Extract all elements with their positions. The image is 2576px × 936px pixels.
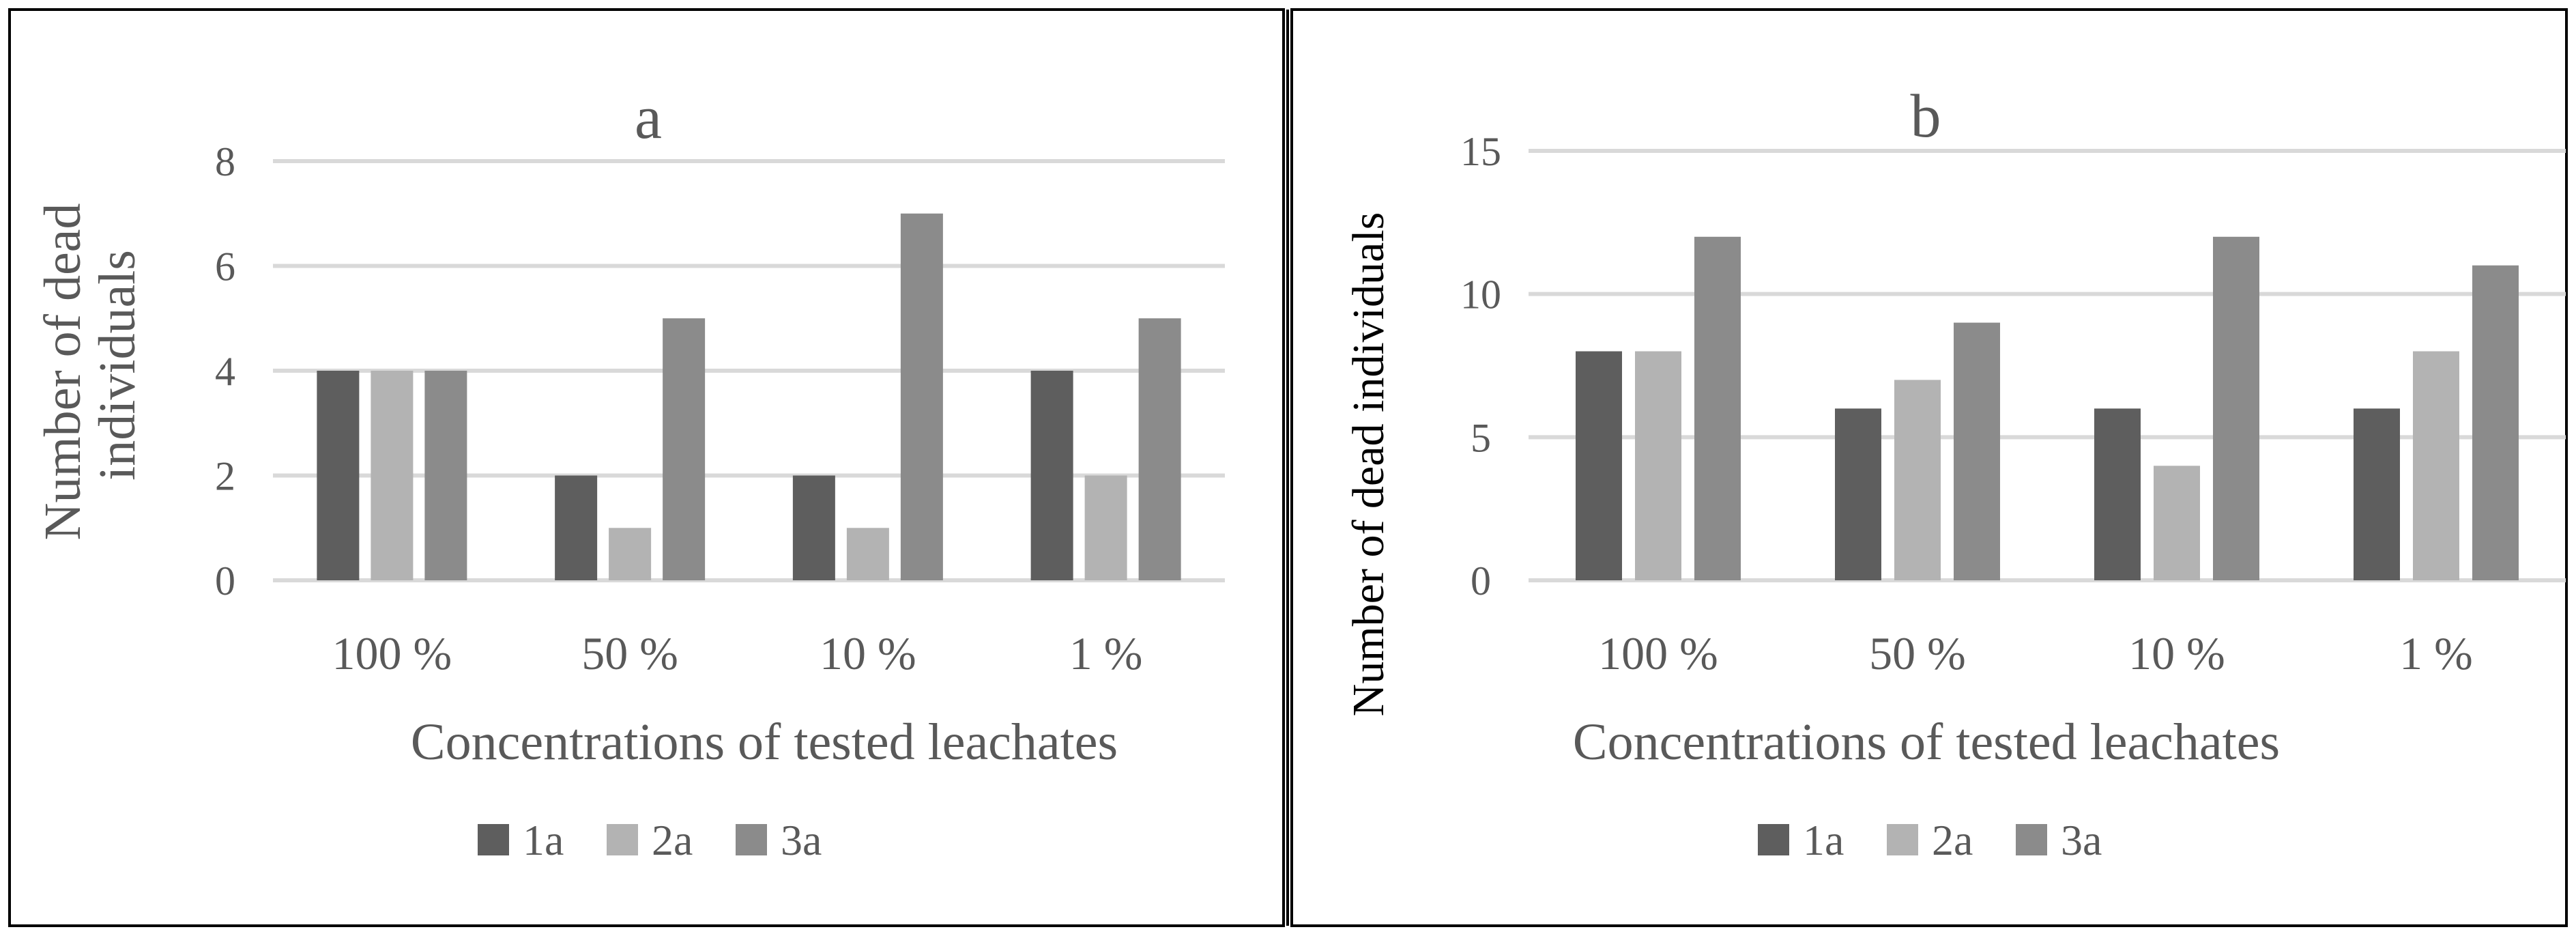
legend-label: 3a <box>781 816 822 864</box>
panel-a-legend: 1a 2a 3a <box>478 816 822 864</box>
legend-swatch <box>607 824 638 855</box>
bar-2a <box>1894 380 1941 580</box>
panel-a-y-axis-title-line2: individuals <box>89 250 146 481</box>
legend-item-2a: 2a <box>1887 816 1973 864</box>
legend-label: 2a <box>652 816 693 864</box>
y-tick-label: 4 <box>215 349 235 394</box>
legend-item-1a: 1a <box>1758 816 1844 864</box>
panel-b-legend: 1a 2a 3a <box>1758 816 2102 864</box>
y-tick-label: 0 <box>215 558 235 604</box>
legend-item-3a: 3a <box>2016 816 2102 864</box>
y-tick-label: 10 <box>1460 272 1501 317</box>
y-tick-label: 0 <box>1471 558 1491 604</box>
bar-1a <box>1576 351 1622 580</box>
bar-3a <box>900 213 943 580</box>
legend-swatch <box>1887 824 1918 855</box>
legend-label: 1a <box>1803 816 1844 864</box>
x-tick-label: 10 % <box>2128 627 2225 679</box>
panel-b-x-ticks: 100 % 50 % 10 % 1 % <box>1598 627 2473 679</box>
x-tick-label: 10 % <box>820 627 916 679</box>
x-tick-label: 50 % <box>1869 627 1966 679</box>
panel-a-y-axis-title: Number of dead individuals <box>34 190 146 541</box>
y-tick-label: 5 <box>1471 415 1491 460</box>
x-tick-label: 1 % <box>2399 627 2473 679</box>
panel-a-chart: 0 2 4 6 8 100 % 50 % 10 % 1 % a Concentrations … <box>34 84 1225 864</box>
panel-a-y-ticks: 0 2 4 6 8 <box>215 139 235 604</box>
x-tick-label: 100 % <box>1598 627 1718 679</box>
legend-label: 3a <box>2061 816 2102 864</box>
bar-2a <box>2413 351 2459 580</box>
legend-swatch <box>478 824 509 855</box>
bar-3a <box>424 371 467 580</box>
legend-label: 2a <box>1932 816 1973 864</box>
x-tick-label: 1 % <box>1069 627 1143 679</box>
panel-b-y-axis-title: Number of dead individuals <box>1344 212 1393 717</box>
bar-2a <box>371 371 414 580</box>
bar-2a <box>1084 475 1127 580</box>
y-tick-label: 8 <box>215 139 235 184</box>
bar-2a <box>2154 466 2200 580</box>
bar-3a <box>1954 322 2000 580</box>
legend-label: 1a <box>523 816 564 864</box>
bar-2a <box>846 528 889 580</box>
x-tick-label: 100 % <box>332 627 452 679</box>
bar-2a <box>1635 351 1681 580</box>
legend-item-1a: 1a <box>478 816 564 864</box>
panel-b-y-ticks: 0 5 10 15 <box>1460 129 1501 604</box>
legend-swatch <box>1758 824 1789 855</box>
panel-b-title: b <box>1911 83 1941 150</box>
bar-1a <box>1835 408 1881 580</box>
panel-a-bars <box>317 213 1181 580</box>
bar-1a <box>792 475 835 580</box>
y-tick-label: 6 <box>215 244 235 289</box>
bar-1a <box>2354 408 2400 580</box>
bar-3a <box>2472 265 2519 580</box>
bar-1a <box>1030 371 1073 580</box>
panel-b-bars <box>1576 236 2519 580</box>
panel-a-x-axis-title: Concentrations of tested leachates <box>411 713 1118 771</box>
y-tick-label: 2 <box>215 454 235 499</box>
panel-a-x-ticks: 100 % 50 % 10 % 1 % <box>332 627 1143 679</box>
bar-1a <box>2094 408 2141 580</box>
bar-3a <box>1138 318 1181 580</box>
legend-swatch <box>2016 824 2047 855</box>
bar-3a <box>1694 236 1741 580</box>
panel-b-x-axis-title: Concentrations of tested leachates <box>1573 713 2280 771</box>
bar-3a <box>663 318 706 580</box>
y-tick-label: 15 <box>1460 129 1501 174</box>
legend-swatch <box>736 824 767 855</box>
legend-item-2a: 2a <box>607 816 693 864</box>
legend-item-3a: 3a <box>736 816 822 864</box>
panel-a-title: a <box>635 84 662 152</box>
bar-1a <box>555 475 598 580</box>
panel-b-chart: 0 5 10 15 100 % 50 % 10 % 1 % b Concentrations… <box>1344 83 2566 864</box>
bar-2a <box>609 528 652 580</box>
bar-1a <box>317 371 360 580</box>
panel-a-y-axis-title-line1: Number of dead <box>34 203 91 541</box>
x-tick-label: 50 % <box>581 627 678 679</box>
bar-3a <box>2213 236 2259 580</box>
